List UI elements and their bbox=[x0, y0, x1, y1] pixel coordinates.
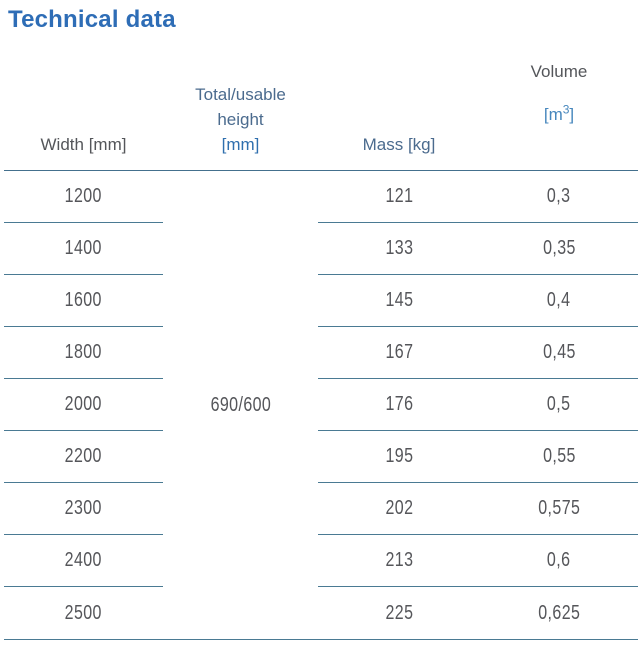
cell-width: 2200 bbox=[4, 431, 163, 483]
table-row: 2200 195 0,55 bbox=[4, 431, 638, 483]
volume-unit-superscript: 3 bbox=[562, 102, 570, 117]
volume-value: 0,625 bbox=[537, 601, 581, 624]
cell-volume: 0,575 bbox=[480, 483, 638, 535]
column-header-total-usable-height: Total/usable height [mm] bbox=[163, 82, 318, 157]
table-row: 2300 202 0,575 bbox=[4, 483, 638, 535]
table-header-row: Width [mm] Total/usable height [mm] Mass… bbox=[4, 59, 638, 171]
width-value: 2300 bbox=[64, 497, 103, 519]
table-row: 2400 213 0,6 bbox=[4, 535, 638, 587]
mass-value: 145 bbox=[385, 289, 413, 311]
cell-volume: 0,625 bbox=[480, 587, 638, 639]
cell-width: 1600 bbox=[4, 275, 163, 327]
cell-height bbox=[163, 171, 318, 223]
column-header-width: Width [mm] bbox=[4, 132, 163, 157]
technical-data-table: Width [mm] Total/usable height [mm] Mass… bbox=[4, 59, 638, 640]
volume-value: 0,575 bbox=[537, 497, 581, 519]
cell-volume: 0,6 bbox=[480, 535, 638, 587]
table-row: 1200 121 0,3 bbox=[4, 171, 638, 223]
cell-height bbox=[163, 223, 318, 275]
width-value: 1600 bbox=[64, 289, 103, 311]
cell-mass: 121 bbox=[318, 171, 480, 223]
mass-value: 213 bbox=[385, 549, 413, 571]
volume-value: 0,35 bbox=[542, 237, 576, 259]
mass-value: 167 bbox=[385, 341, 413, 363]
cell-height bbox=[163, 327, 318, 379]
table-body: 690/600 1200 121 0,3 1400 133 0,35 1600 145 0,4 1… bbox=[4, 171, 638, 640]
cell-height bbox=[163, 431, 318, 483]
mass-value: 121 bbox=[385, 185, 413, 207]
page-title: Technical data bbox=[8, 6, 176, 33]
table-row: 1800 167 0,45 bbox=[4, 327, 638, 379]
cell-volume: 0,4 bbox=[480, 275, 638, 327]
cell-mass: 195 bbox=[318, 431, 480, 483]
cell-width: 1400 bbox=[4, 223, 163, 275]
cell-width: 2300 bbox=[4, 483, 163, 535]
volume-header-spacer bbox=[480, 84, 638, 102]
cell-volume: 0,3 bbox=[480, 171, 638, 223]
cell-height bbox=[163, 379, 318, 431]
mass-header-label: Mass [kg] bbox=[362, 135, 436, 154]
height-header-line2: height bbox=[217, 110, 264, 129]
cell-mass: 225 bbox=[318, 587, 480, 639]
cell-mass: 167 bbox=[318, 327, 480, 379]
cell-volume: 0,45 bbox=[480, 327, 638, 379]
width-value: 1800 bbox=[64, 341, 103, 363]
height-header-unit: [mm] bbox=[221, 135, 260, 154]
cell-height bbox=[163, 483, 318, 535]
volume-value: 0,55 bbox=[542, 445, 576, 467]
width-header-label: Width [mm] bbox=[40, 135, 127, 154]
cell-mass: 176 bbox=[318, 379, 480, 431]
cell-width: 1800 bbox=[4, 327, 163, 379]
table-row: 2000 176 0,5 bbox=[4, 379, 638, 431]
mass-value: 202 bbox=[385, 497, 413, 519]
cell-width: 2500 bbox=[4, 587, 163, 639]
mass-value: 133 bbox=[385, 237, 413, 259]
height-header-line1: Total/usable bbox=[195, 85, 286, 104]
volume-value: 0,5 bbox=[547, 393, 571, 415]
mass-value: 176 bbox=[385, 393, 413, 415]
volume-header-unit: [m3] bbox=[543, 102, 575, 124]
cell-width: 2000 bbox=[4, 379, 163, 431]
width-value: 2000 bbox=[64, 393, 103, 415]
cell-height bbox=[163, 275, 318, 327]
width-value: 1400 bbox=[64, 237, 103, 259]
cell-volume: 0,55 bbox=[480, 431, 638, 483]
table-row: 2500 225 0,625 bbox=[4, 587, 638, 639]
cell-height bbox=[163, 535, 318, 587]
table-row: 1400 133 0,35 bbox=[4, 223, 638, 275]
volume-value: 0,45 bbox=[542, 341, 576, 363]
cell-mass: 145 bbox=[318, 275, 480, 327]
width-value: 1200 bbox=[64, 185, 103, 207]
volume-value: 0,4 bbox=[547, 289, 571, 311]
mass-value: 225 bbox=[385, 601, 413, 624]
cell-mass: 213 bbox=[318, 535, 480, 587]
cell-width: 1200 bbox=[4, 171, 163, 223]
cell-height bbox=[163, 587, 318, 639]
cell-volume: 0,35 bbox=[480, 223, 638, 275]
mass-value: 195 bbox=[385, 445, 413, 467]
width-value: 2200 bbox=[64, 445, 103, 467]
volume-value: 0,6 bbox=[547, 549, 571, 571]
width-value: 2500 bbox=[64, 601, 103, 624]
volume-value: 0,3 bbox=[547, 185, 571, 207]
table-row: 1600 145 0,4 bbox=[4, 275, 638, 327]
cell-mass: 202 bbox=[318, 483, 480, 535]
column-header-mass: Mass [kg] bbox=[318, 132, 480, 157]
width-value: 2400 bbox=[64, 549, 103, 571]
cell-width: 2400 bbox=[4, 535, 163, 587]
column-header-volume: Volume [m3] bbox=[480, 59, 638, 157]
cell-mass: 133 bbox=[318, 223, 480, 275]
cell-volume: 0,5 bbox=[480, 379, 638, 431]
volume-header-label: Volume bbox=[530, 62, 588, 81]
